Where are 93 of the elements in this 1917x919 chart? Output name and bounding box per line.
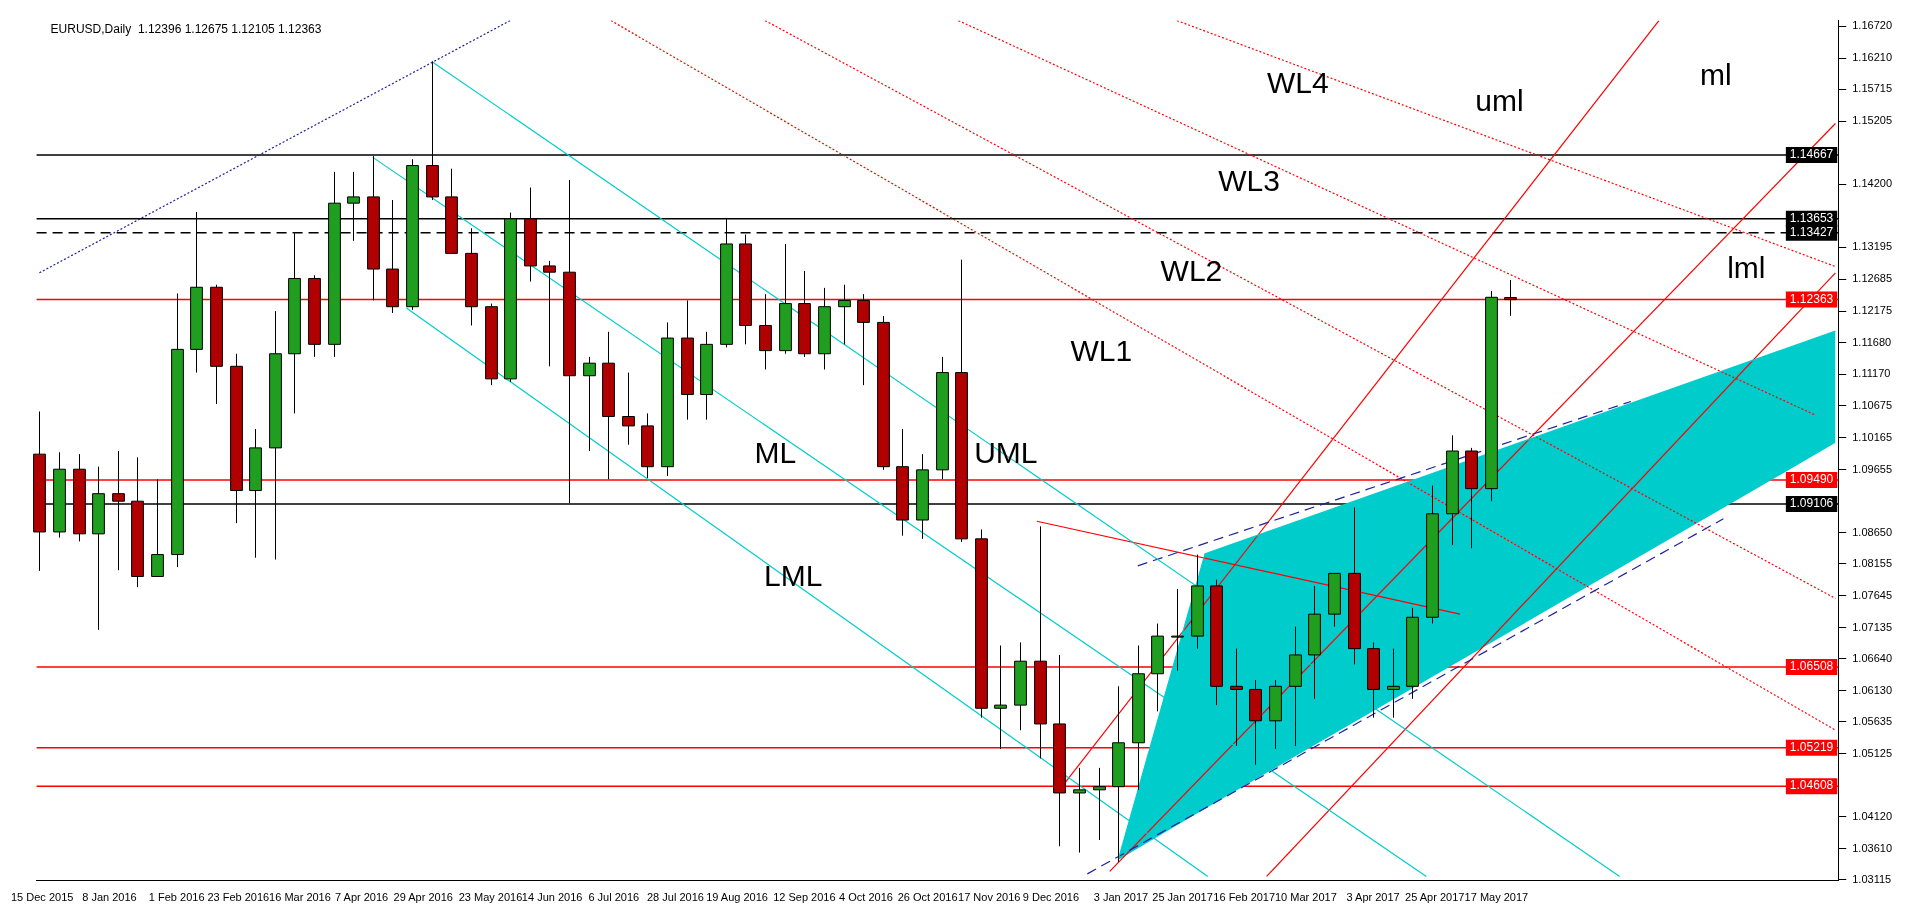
candlestick: [1112, 685, 1125, 863]
x-tick-label: 8 Jan 2016: [82, 891, 137, 904]
x-tick-label: 28 Jul 2016: [646, 891, 704, 904]
candlestick: [1191, 554, 1204, 650]
candlestick: [818, 287, 831, 370]
y-tick-label: 1.12175: [1852, 304, 1892, 317]
candlestick: [1446, 434, 1459, 546]
y-tick-label: 1.13195: [1852, 240, 1892, 253]
y-tick-label: 1.14200: [1852, 177, 1892, 190]
x-tick-label: 25 Jan 2017: [1152, 891, 1213, 904]
x-tick-label: 23 May 2016: [458, 891, 523, 904]
x-tick-label: 29 Apr 2016: [393, 891, 453, 904]
candlestick: [661, 321, 674, 477]
candlestick: [308, 274, 321, 358]
y-tick-label: 1.06130: [1852, 683, 1892, 696]
candlestick: [1367, 641, 1380, 719]
y-tick-label: 1.15715: [1852, 82, 1892, 95]
ref-line-label: 1.09490: [1789, 472, 1834, 487]
ref-line-label: 1.04608: [1789, 778, 1834, 793]
annotation: WL1: [1070, 333, 1133, 367]
ref-line-label: 1.14667: [1789, 147, 1834, 162]
annotation: WL3: [1218, 163, 1280, 197]
candlestick: [1053, 654, 1066, 847]
y-tick-label: 1.11170: [1852, 367, 1891, 380]
candlestick: [700, 331, 713, 421]
candlestick: [1348, 506, 1361, 665]
x-tick-label: 16 Mar 2016: [269, 891, 331, 904]
candlestick: [975, 528, 988, 719]
x-tick-label: 3 Jan 2017: [1093, 891, 1149, 904]
candlestick: [1485, 290, 1498, 502]
y-tick-label: 1.16210: [1852, 51, 1892, 64]
y-tick-label: 1.07645: [1852, 588, 1892, 601]
candlestick: [779, 243, 792, 355]
annotation: WL4: [1266, 66, 1329, 100]
ref-line-label: 1.09106: [1789, 496, 1834, 511]
x-tick-label: 3 Apr 2017: [1346, 891, 1400, 904]
x-tick-label: 10 Mar 2017: [1274, 891, 1337, 904]
x-tick-label: 15 Dec 2015: [10, 891, 74, 904]
annotation: uml: [1475, 83, 1524, 117]
x-tick-label: 23 Feb 2016: [207, 891, 270, 904]
x-tick-label: 19 Aug 2016: [706, 891, 768, 904]
candlestick: [602, 331, 615, 480]
y-tick-label: 1.10165: [1852, 430, 1892, 443]
y-tick-label: 1.07135: [1852, 620, 1892, 633]
y-tick-label: 1.10675: [1852, 398, 1892, 411]
y-tick-label: 1.06640: [1852, 651, 1892, 664]
x-tick-label: 16 Feb 2017: [1213, 891, 1276, 904]
annotation: ml: [1699, 57, 1732, 91]
y-tick-label: 1.08155: [1852, 556, 1892, 569]
x-tick-label: 9 Dec 2016: [1022, 891, 1080, 904]
y-tick-label: 1.03610: [1852, 841, 1892, 854]
candlestick: [877, 315, 890, 471]
x-tick-label: 14 Jun 2016: [521, 891, 583, 904]
candlestick: [1289, 626, 1302, 747]
y-tick-label: 1.04120: [1852, 809, 1892, 822]
y-tick-label: 1.05635: [1852, 714, 1892, 727]
ref-line-label: 1.12363: [1789, 291, 1834, 306]
candlestick: [681, 299, 694, 421]
candlestick: [1406, 607, 1419, 700]
y-tick-label: 1.09655: [1852, 462, 1892, 475]
ref-line-label: 1.05219: [1789, 740, 1834, 755]
annotation: ML: [754, 436, 797, 470]
annotation: WL2: [1160, 253, 1223, 287]
x-tick-label: 17 May 2017: [1464, 891, 1529, 904]
ref-line-label: 1.13653: [1789, 210, 1834, 225]
x-tick-label: 25 Apr 2017: [1405, 891, 1465, 904]
ref-line-label: 1.06508: [1789, 659, 1834, 674]
x-tick-label: 12 Sep 2016: [773, 891, 836, 904]
x-tick-label: 17 Nov 2016: [958, 891, 1021, 904]
x-tick-label: 26 Oct 2016: [897, 891, 958, 904]
candlestick: [543, 260, 556, 367]
y-tick-label: 1.08650: [1852, 525, 1892, 538]
y-tick-label: 1.03115: [1852, 872, 1892, 885]
y-tick-label: 1.15205: [1852, 114, 1892, 127]
candlestick: [857, 293, 870, 386]
chart-title: EURUSD,Daily 1.12396 1.12675 1.12105 1.12363: [50, 21, 322, 36]
y-tick-label: 1.12685: [1852, 272, 1892, 285]
x-tick-label: 6 Jul 2016: [588, 891, 640, 904]
x-tick-label: 4 Oct 2016: [839, 891, 893, 904]
x-tick-label: 7 Apr 2016: [335, 891, 389, 904]
candlestick: [485, 303, 498, 386]
y-tick-label: 1.11680: [1852, 335, 1892, 348]
x-tick-label: 1 Feb 2016: [148, 891, 205, 904]
y-tick-label: 1.16720: [1852, 19, 1892, 32]
ref-line-label: 1.13427: [1789, 225, 1834, 240]
candlestick: [1034, 525, 1047, 759]
y-tick-label: 1.05125: [1852, 746, 1892, 759]
candlestick: [1132, 645, 1145, 791]
candlestick: [1426, 485, 1439, 625]
annotation: lml: [1727, 251, 1766, 285]
candlestick: [798, 270, 811, 358]
candlestick: [1210, 579, 1223, 706]
candlestick: [936, 356, 949, 480]
